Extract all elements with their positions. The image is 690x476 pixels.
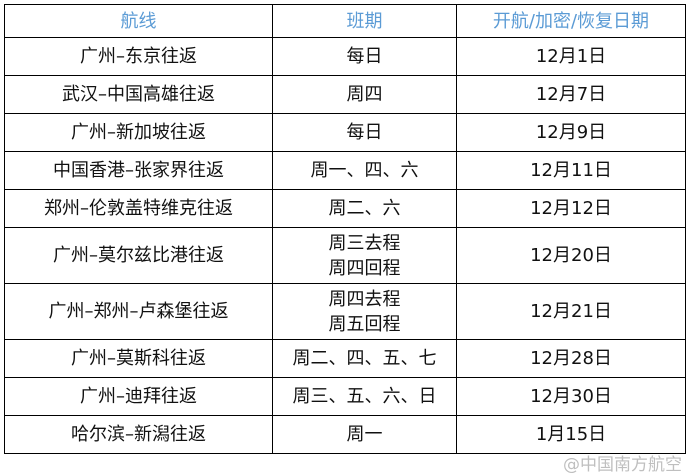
schedule-cell: 周二、四、五、七 [272, 339, 457, 378]
date-cell: 12月30日 [456, 377, 686, 416]
table-row: 广州–莫斯科往返 周二、四、五、七 12月28日 [4, 339, 686, 378]
route-cell: 广州–莫斯科往返 [4, 339, 273, 378]
table-row: 广州–东京往返 每日 12月1日 [4, 37, 686, 76]
schedule-cell: 每日 [272, 113, 457, 152]
header-row: 航线 班期 开航/加密/恢复日期 [4, 4, 686, 38]
table-row: 广州–郑州–卢森堡往返 周四去程 周五回程 12月21日 [4, 283, 686, 340]
table-row: 广州–莫尔兹比港往返 周三去程 周四回程 12月20日 [4, 227, 686, 284]
schedule-line: 周四去程 [328, 288, 401, 310]
date-cell: 1月15日 [456, 415, 686, 454]
date-cell: 12月20日 [456, 227, 686, 284]
flight-schedule-table: 航线 班期 开航/加密/恢复日期 广州–东京往返 每日 12月1日 武汉–中国高雄往返… [4, 4, 686, 454]
table-row: 中国香港–张家界往返 周一、四、六 12月11日 [4, 151, 686, 190]
header-route: 航线 [4, 4, 273, 38]
schedule-line: 周五回程 [328, 313, 401, 335]
schedule-cell: 周四 [272, 75, 457, 114]
watermark: @中国南方航空 [563, 455, 682, 475]
table-row: 武汉–中国高雄往返 周四 12月7日 [4, 75, 686, 114]
route-cell: 哈尔滨–新潟往返 [4, 415, 273, 454]
schedule-line: 周三、五、六、日 [292, 386, 437, 407]
route-cell: 中国香港–张家界往返 [4, 151, 273, 190]
schedule-cell: 周二、六 [272, 189, 457, 228]
route-cell: 广州–新加坡往返 [4, 113, 273, 152]
schedule-line: 周一、四、六 [310, 160, 419, 181]
schedule-line: 周二、六 [328, 198, 401, 219]
date-cell: 12月7日 [456, 75, 686, 114]
table-row: 哈尔滨–新潟往返 周一 1月15日 [4, 415, 686, 454]
schedule-cell: 周一、四、六 [272, 151, 457, 190]
route-cell: 广州–莫尔兹比港往返 [4, 227, 273, 284]
schedule-line: 周四回程 [328, 257, 401, 279]
date-cell: 12月11日 [456, 151, 686, 190]
schedule-cell: 周四去程 周五回程 [272, 283, 457, 340]
date-cell: 12月9日 [456, 113, 686, 152]
table-row: 广州–迪拜往返 周三、五、六、日 12月30日 [4, 377, 686, 416]
date-cell: 12月21日 [456, 283, 686, 340]
header-date: 开航/加密/恢复日期 [456, 4, 686, 38]
header-schedule: 班期 [272, 4, 457, 38]
schedule-cell: 每日 [272, 37, 457, 76]
schedule-line: 周二、四、五、七 [292, 348, 437, 369]
route-cell: 广州–迪拜往返 [4, 377, 273, 416]
route-cell: 武汉–中国高雄往返 [4, 75, 273, 114]
schedule-cell: 周三、五、六、日 [272, 377, 457, 416]
table-row: 郑州–伦敦盖特维克往返 周二、六 12月12日 [4, 189, 686, 228]
route-cell: 广州–郑州–卢森堡往返 [4, 283, 273, 340]
date-cell: 12月28日 [456, 339, 686, 378]
schedule-cell: 周三去程 周四回程 [272, 227, 457, 284]
schedule-line: 每日 [346, 122, 383, 143]
schedule-line: 每日 [346, 46, 383, 67]
schedule-line: 周三去程 [328, 232, 401, 254]
schedule-line: 周四 [346, 84, 383, 105]
route-cell: 郑州–伦敦盖特维克往返 [4, 189, 273, 228]
schedule-cell: 周一 [272, 415, 457, 454]
date-cell: 12月12日 [456, 189, 686, 228]
date-cell: 12月1日 [456, 37, 686, 76]
route-cell: 广州–东京往返 [4, 37, 273, 76]
schedule-line: 周一 [346, 424, 383, 445]
table-row: 广州–新加坡往返 每日 12月9日 [4, 113, 686, 152]
